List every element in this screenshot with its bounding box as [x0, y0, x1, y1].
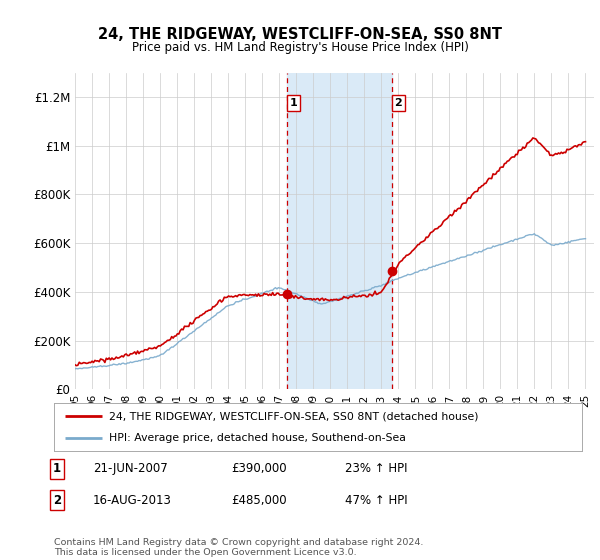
Text: Price paid vs. HM Land Registry's House Price Index (HPI): Price paid vs. HM Land Registry's House … — [131, 40, 469, 54]
Bar — [287, 73, 392, 389]
Text: £390,000: £390,000 — [231, 462, 287, 475]
Text: 23% ↑ HPI: 23% ↑ HPI — [345, 462, 407, 475]
Text: HPI: Average price, detached house, Southend-on-Sea: HPI: Average price, detached house, Sout… — [109, 433, 406, 443]
Text: 24, THE RIDGEWAY, WESTCLIFF-ON-SEA, SS0 8NT (detached house): 24, THE RIDGEWAY, WESTCLIFF-ON-SEA, SS0 … — [109, 411, 479, 421]
Text: 47% ↑ HPI: 47% ↑ HPI — [345, 493, 407, 507]
Text: 16-AUG-2013: 16-AUG-2013 — [93, 493, 172, 507]
Text: £485,000: £485,000 — [231, 493, 287, 507]
Text: 2: 2 — [394, 98, 402, 108]
Text: 21-JUN-2007: 21-JUN-2007 — [93, 462, 168, 475]
Text: Contains HM Land Registry data © Crown copyright and database right 2024.
This d: Contains HM Land Registry data © Crown c… — [54, 538, 424, 557]
Text: 24, THE RIDGEWAY, WESTCLIFF-ON-SEA, SS0 8NT: 24, THE RIDGEWAY, WESTCLIFF-ON-SEA, SS0 … — [98, 27, 502, 42]
Text: 1: 1 — [290, 98, 298, 108]
Text: 1: 1 — [53, 462, 61, 475]
Text: 2: 2 — [53, 493, 61, 507]
